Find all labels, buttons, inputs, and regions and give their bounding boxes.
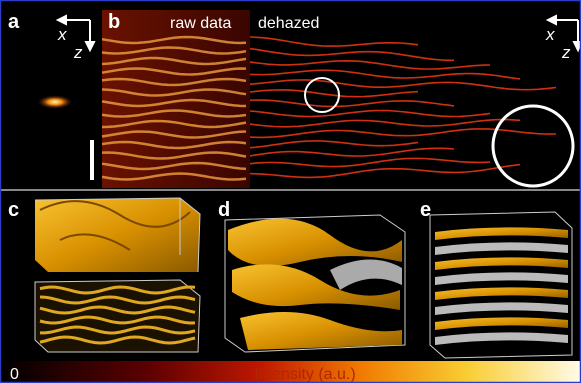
region-label: dehazed — [258, 15, 319, 32]
colorbar-min-label: 0 — [10, 366, 19, 383]
region-label: raw data — [170, 15, 231, 32]
panel-label: a — [8, 11, 20, 33]
panel-label: b — [108, 11, 120, 33]
axis-label: z — [561, 43, 571, 62]
panel-label: d — [218, 199, 230, 221]
psf-spot — [37, 95, 73, 109]
axis-label: z — [73, 43, 83, 62]
panel-label: e — [420, 199, 431, 221]
axis-label: x — [545, 25, 555, 44]
axis-label: x — [57, 25, 67, 44]
panel-label: c — [8, 199, 19, 221]
figure: a x z b raw data dehazed x z c d e 0 I — [0, 0, 581, 383]
colorbar-title: Intensity (a.u.) — [254, 366, 355, 383]
